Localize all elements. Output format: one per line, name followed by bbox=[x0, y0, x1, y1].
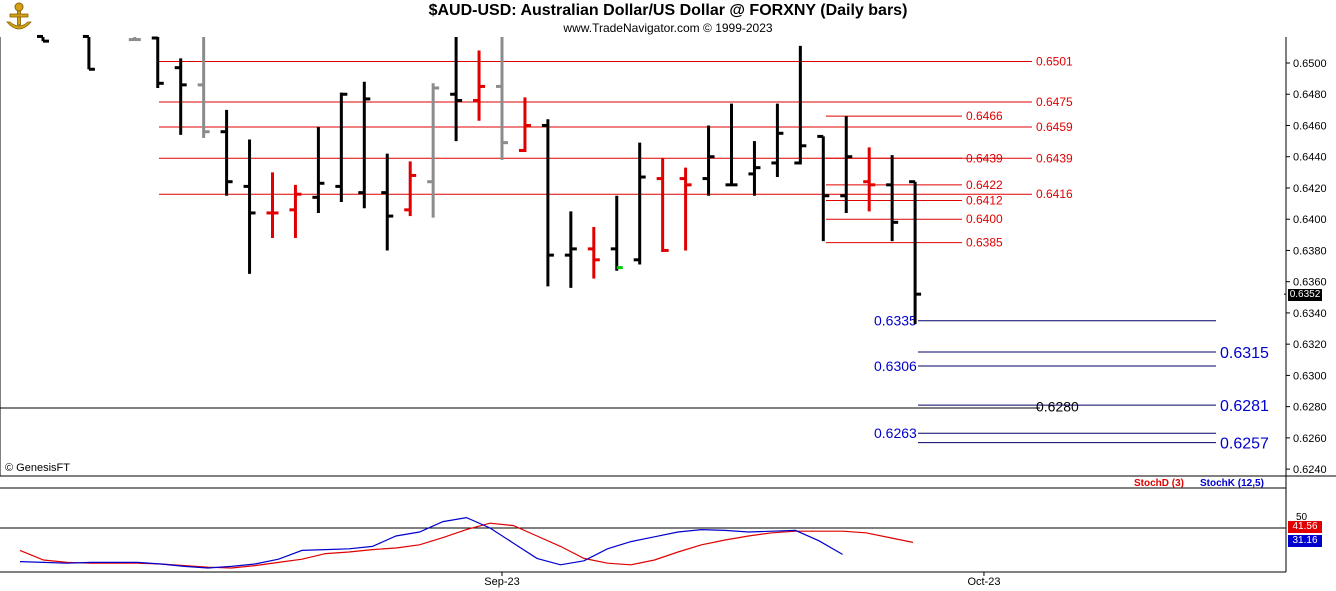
support-level-label: 0.6281 bbox=[1220, 398, 1269, 415]
price-axis-tick-label: 0.6320 bbox=[1293, 339, 1327, 351]
resistance-level-label: 0.6439 bbox=[1036, 151, 1073, 165]
ohlc-bar bbox=[266, 172, 279, 238]
ohlc-bar bbox=[633, 142, 646, 265]
chart-subtitle: www.TradeNavigator.com © 1999-2023 bbox=[563, 21, 773, 35]
stochk-last-value: 31.16 bbox=[1288, 535, 1322, 547]
price-axis-tick-label: 0.6260 bbox=[1293, 433, 1327, 445]
ohlc-bar bbox=[404, 161, 417, 217]
ohlc-bar bbox=[817, 134, 830, 242]
ohlc-bar bbox=[128, 37, 141, 42]
ohlc-bar bbox=[427, 83, 440, 218]
ohlc-bar bbox=[243, 139, 256, 274]
support-level-label: 0.6335 bbox=[874, 313, 917, 329]
chart-title: $AUD-USD: Australian Dollar/US Dollar @ … bbox=[428, 2, 908, 19]
support-level-label: 0.6263 bbox=[874, 425, 917, 441]
resistance-level-label: 0.6385 bbox=[966, 236, 1003, 250]
ohlc-bar bbox=[197, 37, 210, 138]
price-axis-tick-label: 0.6340 bbox=[1293, 308, 1327, 320]
ohlc-bar bbox=[587, 227, 600, 279]
ohlc-bar bbox=[748, 141, 761, 196]
price-axis-tick-label: 0.6240 bbox=[1293, 464, 1327, 476]
resistance-level-label: 0.6475 bbox=[1036, 95, 1073, 109]
ohlc-bar bbox=[358, 81, 371, 209]
resistance-level-label: 0.6422 bbox=[966, 178, 1003, 192]
last-price-box: 0.6352 bbox=[1288, 289, 1322, 301]
resistance-level-label: 0.6416 bbox=[1036, 187, 1073, 201]
price-axis-tick-label: 0.6500 bbox=[1293, 58, 1327, 70]
ohlc-bar bbox=[771, 103, 784, 178]
ohlc-bar bbox=[37, 34, 49, 43]
ohlc-bar bbox=[679, 167, 692, 251]
price-axis-tick-label: 0.6440 bbox=[1293, 152, 1327, 164]
price-axis-tick-label: 0.6300 bbox=[1293, 370, 1327, 382]
ohlc-bar bbox=[381, 153, 394, 251]
support-level-label: 0.6306 bbox=[874, 358, 917, 374]
ohlc-bar bbox=[518, 97, 531, 153]
ohlc-bar bbox=[725, 103, 738, 187]
ohlc-bar bbox=[289, 184, 302, 238]
resistance-level-label: 0.6412 bbox=[966, 193, 1003, 207]
trade-navigator-logo bbox=[6, 2, 32, 30]
ohlc-bar bbox=[886, 155, 899, 242]
ohlc-bar bbox=[220, 109, 233, 196]
ohlc-bar bbox=[702, 125, 715, 196]
ohlc-bar bbox=[840, 116, 853, 213]
price-axis-tick-label: 0.6360 bbox=[1293, 277, 1327, 289]
ohlc-bar bbox=[564, 211, 577, 288]
ohlc-bar bbox=[863, 147, 876, 212]
price-axis: 0.6500 0.6480 0.6460 0.6440 0.6420 0.6400 0.63… bbox=[1284, 58, 1327, 476]
ohlc-bar bbox=[610, 195, 623, 271]
price-axis-tick-label: 0.6420 bbox=[1293, 183, 1327, 195]
time-axis-label: Oct-23 bbox=[967, 576, 1000, 588]
time-axis-label: Sep-23 bbox=[484, 576, 519, 588]
ohlc-bar bbox=[335, 92, 348, 203]
resistance-level-label: 0.6466 bbox=[966, 109, 1003, 123]
stochastic-level-label: 50 bbox=[1296, 512, 1308, 523]
stochk-line bbox=[19, 516, 843, 569]
time-axis: Sep-23 Oct-23 bbox=[484, 572, 1000, 588]
ohlc-bar bbox=[496, 37, 508, 160]
support-level-label: 0.6257 bbox=[1220, 436, 1269, 453]
stochastic-panel: 50 bbox=[0, 487, 1308, 569]
stochk-legend: StochK (12,5) bbox=[1200, 478, 1264, 489]
ohlc-bar bbox=[473, 50, 486, 121]
stochd-last-value: 41.56 bbox=[1288, 521, 1322, 533]
price-axis-tick-label: 0.6480 bbox=[1293, 89, 1327, 101]
ohlc-bar bbox=[82, 34, 95, 71]
ohlc-bar bbox=[174, 58, 187, 135]
price-axis-tick-label: 0.6460 bbox=[1293, 120, 1327, 132]
resistance-level-label: 0.6501 bbox=[1036, 54, 1073, 68]
ohlc-bar bbox=[541, 119, 554, 287]
price-axis-tick-label: 0.6280 bbox=[1293, 402, 1327, 414]
support-level-label: 0.6315 bbox=[1220, 345, 1269, 362]
reference-level-label: 0.6280 bbox=[1036, 399, 1079, 415]
ohlc-bar bbox=[794, 45, 807, 165]
copyright-label: © GenesisFT bbox=[5, 462, 70, 474]
ohlc-bar bbox=[909, 180, 922, 324]
ohlc-bar bbox=[312, 127, 325, 213]
price-axis-tick-label: 0.6380 bbox=[1293, 245, 1327, 257]
stochd-legend: StochD (3) bbox=[1134, 478, 1184, 489]
price-axis-tick-label: 0.6400 bbox=[1293, 214, 1327, 226]
resistance-level-label: 0.6400 bbox=[966, 212, 1003, 226]
resistance-level-label: 0.6459 bbox=[1036, 120, 1073, 134]
chart-frame bbox=[0, 37, 1336, 573]
ohlc-bar bbox=[151, 36, 164, 88]
ohlc-bar bbox=[450, 37, 463, 142]
price-bars bbox=[37, 34, 922, 324]
stochd-line bbox=[19, 522, 914, 569]
ohlc-bar bbox=[656, 158, 669, 253]
